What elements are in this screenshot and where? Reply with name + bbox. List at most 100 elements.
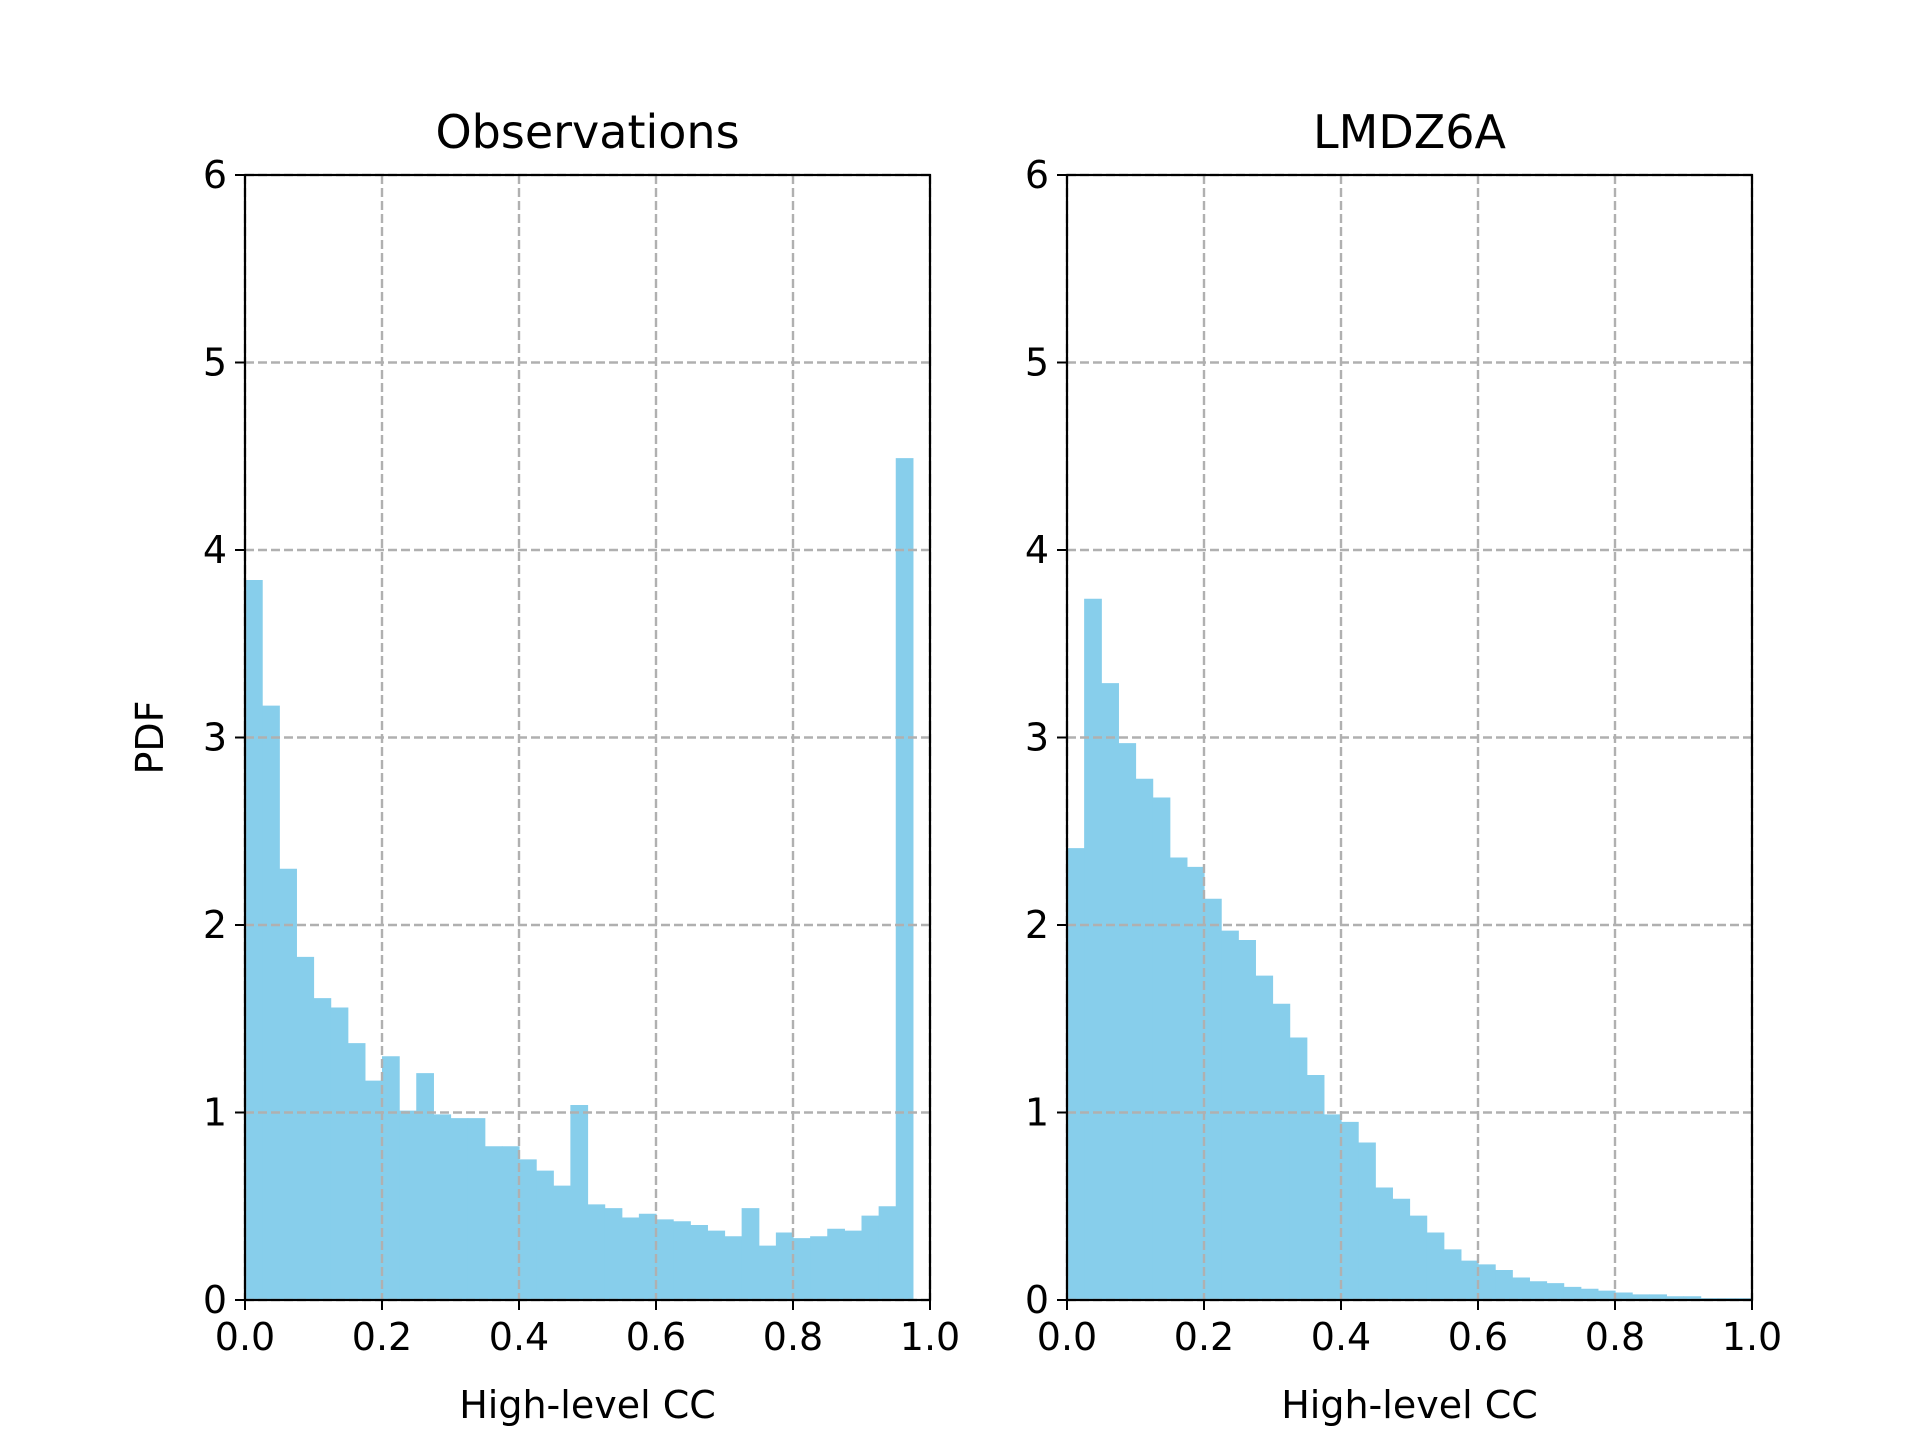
y-tick-label: 0 — [1025, 1278, 1049, 1322]
histogram-bar — [1460, 1260, 1479, 1300]
y-tick-label: 1 — [203, 1091, 227, 1135]
histogram-bar — [1529, 1281, 1548, 1300]
histogram-bar — [1358, 1142, 1376, 1300]
y-tick-label: 6 — [1025, 153, 1049, 197]
histogram-bar — [1135, 778, 1154, 1300]
histogram-bar — [1152, 797, 1171, 1300]
histogram-bar — [416, 1073, 434, 1300]
y-axis-label: PDF — [128, 700, 172, 774]
y-tick-label: 5 — [1025, 341, 1049, 385]
x-tick-label: 0.6 — [626, 1315, 686, 1359]
histogram-bar — [707, 1230, 726, 1300]
histogram-bar — [1341, 1121, 1359, 1300]
histogram-bar — [1323, 1114, 1342, 1300]
histogram-bar — [433, 1114, 452, 1300]
x-tick-label: 1.0 — [900, 1315, 960, 1359]
histogram-bar — [519, 1159, 537, 1300]
histogram-bar — [844, 1230, 863, 1300]
histogram-bar — [1238, 940, 1256, 1300]
histogram-bar — [690, 1225, 708, 1300]
histogram-bar — [1632, 1294, 1650, 1300]
x-tick-label: 0.8 — [763, 1315, 823, 1359]
histogram-bar — [1512, 1277, 1530, 1300]
histogram-bar — [296, 956, 315, 1300]
histogram-bar — [1546, 1283, 1565, 1300]
histogram-bar — [1478, 1264, 1496, 1300]
y-tick-label: 3 — [1025, 716, 1049, 760]
histogram-bar — [245, 580, 263, 1300]
panel-title: Observations — [435, 105, 739, 159]
histogram-bar — [827, 1228, 845, 1300]
histogram-bar — [1426, 1232, 1445, 1300]
histogram-bar — [1443, 1249, 1462, 1300]
histogram-bar — [1101, 683, 1119, 1300]
histogram-bar — [364, 1080, 383, 1300]
y-tick-label: 1 — [1025, 1091, 1049, 1135]
x-tick-label: 0.6 — [1448, 1315, 1508, 1359]
histogram-bar — [758, 1245, 777, 1300]
histogram-bar — [1186, 866, 1205, 1300]
histogram-bar — [604, 1208, 623, 1300]
histogram-bar — [1683, 1296, 1702, 1300]
histogram-bar — [399, 1110, 417, 1300]
histogram-bar — [1067, 848, 1085, 1300]
histogram-bar — [775, 1232, 794, 1300]
x-tick-label: 0.0 — [1037, 1315, 1097, 1359]
y-tick-label: 4 — [1025, 528, 1049, 572]
histogram-bar — [861, 1215, 880, 1300]
histogram-bar — [1563, 1286, 1582, 1300]
histogram-bar — [895, 458, 914, 1300]
histogram-bar — [587, 1204, 606, 1300]
histogram-bar — [1084, 598, 1102, 1300]
histogram-bar — [536, 1170, 554, 1300]
panel-title: LMDZ6A — [1313, 105, 1507, 159]
histogram-bar — [673, 1221, 691, 1300]
x-tick-label: 0.2 — [352, 1315, 412, 1359]
x-axis-label: High-level CC — [459, 1383, 716, 1427]
observations-panel: 0.0 0.2 0.4 0.6 0.8 1.0 0 1 2 3 4 5 6 Observations Hig… — [128, 105, 960, 1427]
histogram-bar — [1221, 930, 1239, 1300]
histogram-bar — [656, 1219, 674, 1300]
histogram-bar — [484, 1146, 503, 1300]
x-tick-label: 0.8 — [1585, 1315, 1645, 1359]
histogram-bar — [1392, 1198, 1411, 1300]
y-tick-label: 5 — [203, 341, 227, 385]
histogram-bar — [262, 705, 280, 1300]
x-tick-label: 1.0 — [1722, 1315, 1782, 1359]
histogram-bar — [638, 1213, 657, 1300]
x-tick-label: 0.2 — [1174, 1315, 1234, 1359]
lmdz6a-panel: 0.0 0.2 0.4 0.6 0.8 1.0 0 1 2 3 4 5 6 LMDZ6A High-leve… — [1025, 105, 1782, 1427]
histogram-bar — [1118, 743, 1137, 1300]
histogram-bar — [1580, 1288, 1599, 1300]
histogram-bar — [501, 1146, 520, 1300]
x-tick-label: 0.0 — [215, 1315, 275, 1359]
y-tick-label: 4 — [203, 528, 227, 572]
histogram-bar — [1272, 1003, 1291, 1300]
y-tick-label: 3 — [203, 716, 227, 760]
histogram-bar — [570, 1105, 589, 1300]
histogram-bar — [450, 1118, 469, 1300]
histogram-bar — [724, 1236, 743, 1300]
histogram-bar — [382, 1056, 400, 1300]
histogram-bar — [279, 868, 297, 1300]
y-tick-label: 6 — [203, 153, 227, 197]
histogram-bar — [621, 1217, 640, 1300]
histogram-bar — [553, 1185, 571, 1300]
y-tick-label: 2 — [1025, 903, 1049, 947]
y-tick-label: 2 — [203, 903, 227, 947]
histogram-bar — [1204, 898, 1222, 1300]
histogram-bar — [313, 998, 332, 1300]
x-tick-label: 0.4 — [1311, 1315, 1371, 1359]
histogram-bar — [1615, 1292, 1633, 1300]
histogram-bar — [1255, 975, 1274, 1300]
histogram-bar — [1666, 1296, 1685, 1300]
histogram-bar — [741, 1208, 760, 1300]
x-tick-label: 0.4 — [489, 1315, 549, 1359]
histogram-bar — [810, 1236, 828, 1300]
histogram-bar — [1409, 1215, 1428, 1300]
histogram-bar — [1306, 1075, 1325, 1300]
histogram-bar — [347, 1043, 366, 1300]
histogram-bar — [1597, 1290, 1616, 1300]
